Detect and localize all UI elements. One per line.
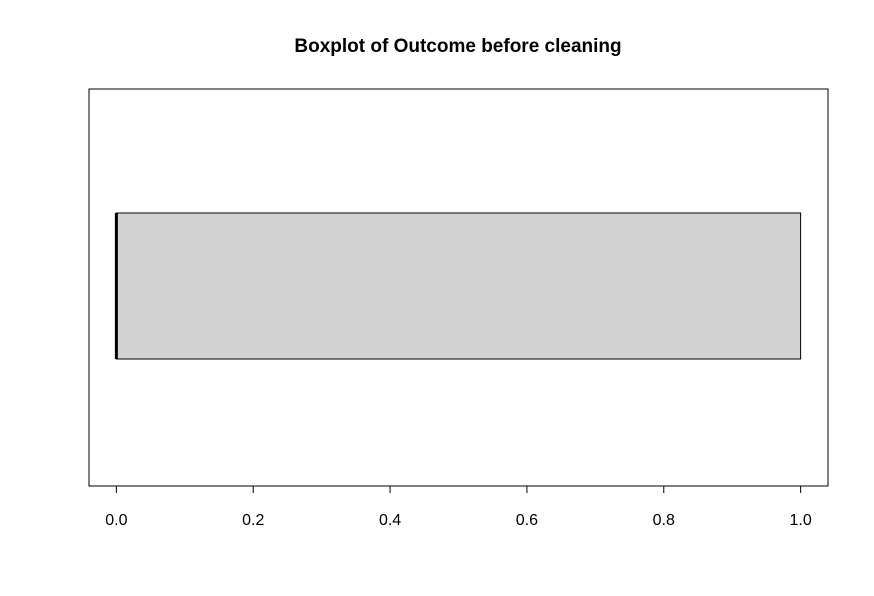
box-layer — [114, 212, 802, 360]
x-tick-label: 0.8 — [653, 512, 675, 529]
x-tick-label: 1.0 — [790, 512, 812, 529]
iqr-box — [115, 212, 802, 360]
x-tick-label: 0.6 — [516, 512, 538, 529]
x-tick-label: 0.0 — [105, 512, 127, 529]
x-axis: 0.0 0.2 0.4 0.6 0.8 1.0 — [105, 485, 812, 529]
x-tick-label: 0.2 — [242, 512, 264, 529]
chart-title: Boxplot of Outcome before cleaning — [294, 36, 621, 57]
x-tick-label: 0.4 — [379, 512, 401, 529]
